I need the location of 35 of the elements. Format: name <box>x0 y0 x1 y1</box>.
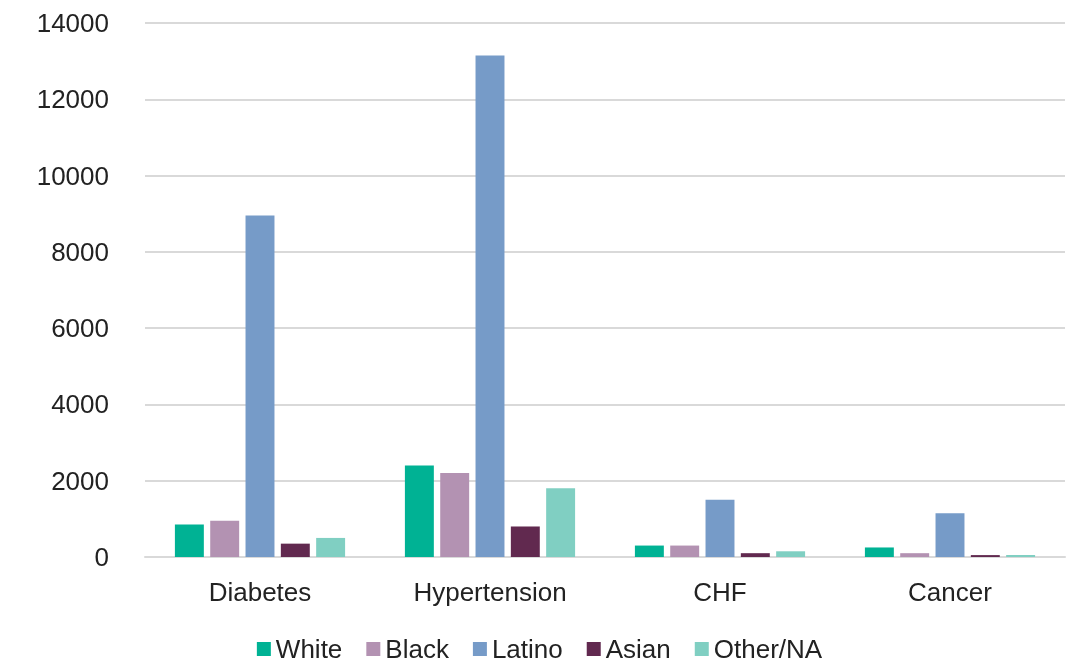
y-tick-label: 6000 <box>51 313 109 344</box>
bar <box>864 547 894 557</box>
legend-label: Asian <box>605 634 671 664</box>
bar <box>510 526 540 557</box>
y-tick-label: 0 <box>94 542 109 572</box>
y-tick-label: 12000 <box>36 84 109 115</box>
bar <box>440 473 470 557</box>
bar <box>245 215 275 557</box>
x-tick-label: Hypertension <box>413 577 567 607</box>
y-tick-label: 10000 <box>36 160 109 191</box>
bar <box>404 465 434 557</box>
x-tick-label: Diabetes <box>208 577 312 607</box>
bar <box>280 543 310 557</box>
legend-label: Latino <box>491 634 563 664</box>
x-tick-label: CHF <box>693 577 747 607</box>
bar <box>475 55 505 557</box>
bar <box>776 551 806 557</box>
y-tick-label: 8000 <box>51 236 109 267</box>
bar <box>900 553 930 557</box>
y-tick-label: 14000 <box>36 8 109 38</box>
bar <box>316 537 346 557</box>
bar <box>210 520 240 557</box>
legend-label: Black <box>385 634 450 664</box>
bar <box>670 545 700 557</box>
bar <box>705 499 735 557</box>
bar <box>546 488 576 557</box>
legend-label: Other/NA <box>713 634 823 664</box>
bar <box>740 553 770 557</box>
bar <box>935 513 965 557</box>
y-tick-label: 2000 <box>51 465 109 496</box>
y-tick-label: 4000 <box>51 389 109 420</box>
bar <box>174 524 204 557</box>
legend-label: White <box>275 634 343 664</box>
x-tick-label: Cancer <box>908 577 993 607</box>
bar <box>634 545 664 557</box>
